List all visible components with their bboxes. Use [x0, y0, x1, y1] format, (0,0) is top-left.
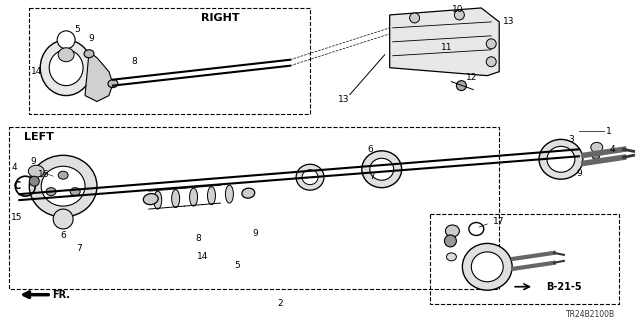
- Text: 6: 6: [60, 231, 66, 240]
- Circle shape: [454, 10, 465, 20]
- Text: 5: 5: [234, 261, 240, 270]
- Ellipse shape: [172, 190, 180, 208]
- Ellipse shape: [58, 171, 68, 179]
- Circle shape: [444, 235, 456, 247]
- Text: C: C: [13, 181, 21, 191]
- Text: LEFT: LEFT: [24, 132, 54, 142]
- Ellipse shape: [370, 158, 394, 180]
- Text: 14: 14: [31, 67, 42, 76]
- Circle shape: [410, 13, 420, 23]
- Circle shape: [53, 209, 73, 229]
- Text: 10: 10: [452, 5, 463, 14]
- Text: 16: 16: [38, 170, 49, 179]
- Circle shape: [29, 176, 39, 186]
- Circle shape: [456, 81, 467, 91]
- Ellipse shape: [207, 187, 216, 204]
- Ellipse shape: [447, 253, 456, 261]
- Ellipse shape: [84, 50, 94, 58]
- Text: 14: 14: [197, 252, 208, 261]
- Text: 9: 9: [31, 157, 36, 166]
- Ellipse shape: [143, 194, 158, 204]
- Text: 4: 4: [610, 145, 616, 154]
- Ellipse shape: [49, 50, 83, 86]
- Text: 12: 12: [466, 73, 477, 82]
- Text: 6: 6: [367, 145, 372, 154]
- Ellipse shape: [108, 80, 118, 88]
- Text: TR24B2100B: TR24B2100B: [566, 310, 615, 319]
- Circle shape: [592, 151, 600, 159]
- Text: 17: 17: [493, 217, 505, 226]
- Ellipse shape: [41, 166, 85, 206]
- Text: 13: 13: [504, 17, 515, 27]
- Text: 15: 15: [11, 212, 22, 221]
- Ellipse shape: [539, 140, 583, 179]
- Ellipse shape: [462, 244, 512, 290]
- Ellipse shape: [46, 188, 56, 196]
- Ellipse shape: [225, 185, 234, 203]
- Text: 11: 11: [441, 43, 452, 52]
- Ellipse shape: [28, 165, 44, 177]
- Text: 4: 4: [12, 163, 17, 172]
- Ellipse shape: [547, 146, 575, 172]
- Text: 7: 7: [369, 172, 374, 181]
- Ellipse shape: [29, 155, 97, 217]
- Text: 9: 9: [576, 169, 582, 178]
- Circle shape: [57, 31, 75, 49]
- Text: 13: 13: [338, 95, 349, 104]
- Ellipse shape: [40, 40, 92, 96]
- Ellipse shape: [471, 252, 503, 282]
- Text: FR.: FR.: [52, 290, 70, 300]
- Text: 9: 9: [252, 229, 258, 238]
- Ellipse shape: [302, 170, 318, 185]
- Ellipse shape: [591, 142, 603, 152]
- Ellipse shape: [189, 188, 198, 206]
- Text: 1: 1: [606, 127, 612, 136]
- Text: B-21-5: B-21-5: [546, 282, 582, 292]
- Ellipse shape: [154, 191, 162, 209]
- Text: 8: 8: [196, 235, 202, 244]
- Text: 8: 8: [131, 57, 137, 66]
- Ellipse shape: [445, 225, 460, 237]
- Text: 7: 7: [76, 244, 82, 253]
- Ellipse shape: [362, 151, 402, 188]
- Text: 2: 2: [277, 299, 283, 308]
- Ellipse shape: [242, 188, 255, 198]
- Ellipse shape: [58, 48, 74, 62]
- Text: 5: 5: [74, 25, 80, 34]
- Circle shape: [486, 57, 496, 67]
- Polygon shape: [85, 52, 113, 101]
- Text: RIGHT: RIGHT: [201, 13, 240, 23]
- Circle shape: [486, 39, 496, 49]
- Text: 3: 3: [568, 135, 573, 144]
- Ellipse shape: [70, 188, 80, 196]
- Ellipse shape: [296, 164, 324, 190]
- Text: 9: 9: [88, 34, 94, 43]
- Polygon shape: [390, 8, 499, 76]
